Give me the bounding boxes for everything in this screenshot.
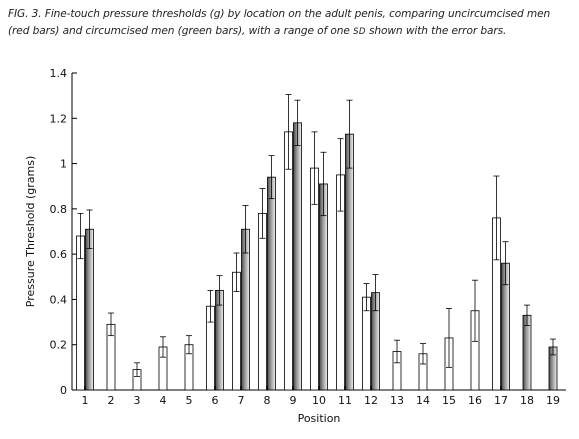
x-tick-label: 14 [416, 394, 430, 407]
x-tick-label: 8 [264, 394, 271, 407]
bar-series-2 [522, 314, 532, 391]
error-bars [77, 94, 556, 377]
bars [76, 122, 558, 391]
tick-labels: 0 0.2 0.4 0.6 0.8 1 1.2 1.4 Pressure Threshold (… [24, 67, 560, 425]
bar-series-2 [85, 228, 94, 391]
x-tick-label: 4 [160, 394, 167, 407]
y-tick-label: 1.4 [50, 67, 68, 80]
caption-text-end: shown with the error bars. [368, 25, 507, 37]
y-tick-label: 0.6 [50, 248, 68, 261]
x-tick-label: 9 [290, 394, 297, 407]
bar-series-2 [267, 176, 276, 391]
bar-series-1 [76, 235, 85, 391]
y-tick-label: 0.8 [50, 203, 68, 216]
x-tick-label: 6 [212, 394, 219, 407]
y-tick-label: 0 [60, 384, 67, 397]
x-tick-label: 1 [82, 394, 89, 407]
x-tick-label: 18 [520, 394, 534, 407]
y-tick-label: 0.2 [50, 339, 68, 352]
y-tick-label: 1.2 [50, 112, 68, 125]
bar-series-2 [293, 122, 302, 391]
caption-text: FIG. 3. Fine-touch pressure thresholds (… [8, 8, 551, 37]
caption-sd-abbrev: SD [353, 27, 366, 37]
x-tick-label: 17 [494, 394, 508, 407]
bar-series-2 [345, 133, 354, 391]
bar-series-1 [284, 131, 293, 391]
x-tick-label: 2 [108, 394, 115, 407]
figure-caption: FIG. 3. Fine-touch pressure thresholds (… [8, 6, 574, 41]
x-tick-label: 19 [546, 394, 560, 407]
x-tick-label: 12 [364, 394, 378, 407]
x-tick-label: 7 [238, 394, 245, 407]
x-axis-label: Position [298, 412, 341, 425]
axes [71, 72, 566, 391]
x-tick-label: 13 [390, 394, 404, 407]
x-tick-label: 3 [134, 394, 141, 407]
x-tick-label: 16 [468, 394, 482, 407]
x-tick-label: 15 [442, 394, 456, 407]
y-tick-label: 1 [60, 158, 67, 171]
bar-series-1 [258, 212, 267, 391]
y-axis-label: Pressure Threshold (grams) [24, 156, 37, 307]
x-tick-label: 11 [338, 394, 352, 407]
x-tick-label: 5 [186, 394, 193, 407]
y-tick-label: 0.4 [50, 293, 68, 306]
x-tick-label: 10 [312, 394, 326, 407]
